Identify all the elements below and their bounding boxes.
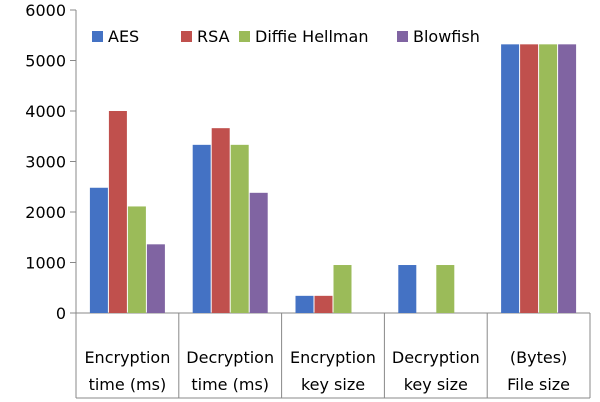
x-category-label: Encryption key size: [290, 348, 376, 394]
bar-diffie-hellman: [127, 206, 146, 313]
bar-rsa: [314, 295, 333, 313]
bar-aes: [501, 44, 520, 314]
y-tick-label: 2000: [25, 203, 66, 222]
x-category-label-line: time (ms): [191, 375, 269, 394]
bar-blowfish: [249, 192, 268, 313]
bar-aes: [89, 187, 108, 313]
y-tick-label: 0: [56, 304, 66, 323]
legend-swatch: [92, 31, 103, 42]
legend-label: AES: [108, 27, 139, 46]
y-tick-label: 6000: [25, 1, 66, 20]
y-tick-label: 1000: [25, 254, 66, 273]
legend-label: Blowfish: [413, 27, 480, 46]
y-tick-label: 5000: [25, 52, 66, 71]
bar-diffie-hellman: [333, 265, 352, 313]
x-category-label-line: Decryption: [392, 348, 480, 367]
x-category-label-line: Decryption: [186, 348, 274, 367]
legend-label: RSA: [197, 27, 230, 46]
y-tick-label: 4000: [25, 102, 66, 121]
bar-rsa: [520, 44, 539, 314]
bar-blowfish: [146, 244, 165, 313]
x-category-label-line: Encryption: [290, 348, 376, 367]
x-category-label: Decryption key size: [392, 348, 480, 394]
x-category-label-line: File size: [507, 375, 570, 394]
bar-aes: [192, 144, 211, 313]
x-category-table: [75, 313, 591, 399]
x-category-label-line: key size: [404, 375, 468, 394]
x-category-label: Encryption time (ms): [84, 348, 170, 394]
bar-diffie-hellman: [436, 265, 455, 313]
x-category-label-line: (Bytes): [510, 348, 567, 367]
bar-aes: [398, 265, 417, 313]
x-category-label-line: key size: [301, 375, 365, 394]
bar-blowfish: [558, 44, 577, 314]
x-axis-labels: Encryption time (ms)Decryption time (ms)En…: [84, 348, 570, 394]
bar-aes: [295, 295, 314, 313]
bar-diffie-hellman: [539, 44, 558, 314]
legend: AES RSA Diffie Hellman Blowfish: [92, 27, 480, 46]
x-category-label-line: time (ms): [89, 375, 167, 394]
legend-label: Diffie Hellman: [255, 27, 368, 46]
y-tick-label: 3000: [25, 153, 66, 172]
x-category-label-line: Encryption: [84, 348, 170, 367]
y-axis-ticks: 0 1000 2000 3000 4000 5000 6000: [25, 1, 76, 323]
bar-rsa: [211, 128, 230, 313]
bar-rsa: [108, 111, 127, 313]
legend-swatch: [397, 31, 408, 42]
bars: [89, 44, 577, 314]
x-category-label: Decryption time (ms): [186, 348, 274, 394]
legend-swatch: [239, 31, 250, 42]
x-category-label: (Bytes) File size: [507, 348, 570, 394]
legend-swatch: [181, 31, 192, 42]
bar-diffie-hellman: [230, 144, 249, 313]
